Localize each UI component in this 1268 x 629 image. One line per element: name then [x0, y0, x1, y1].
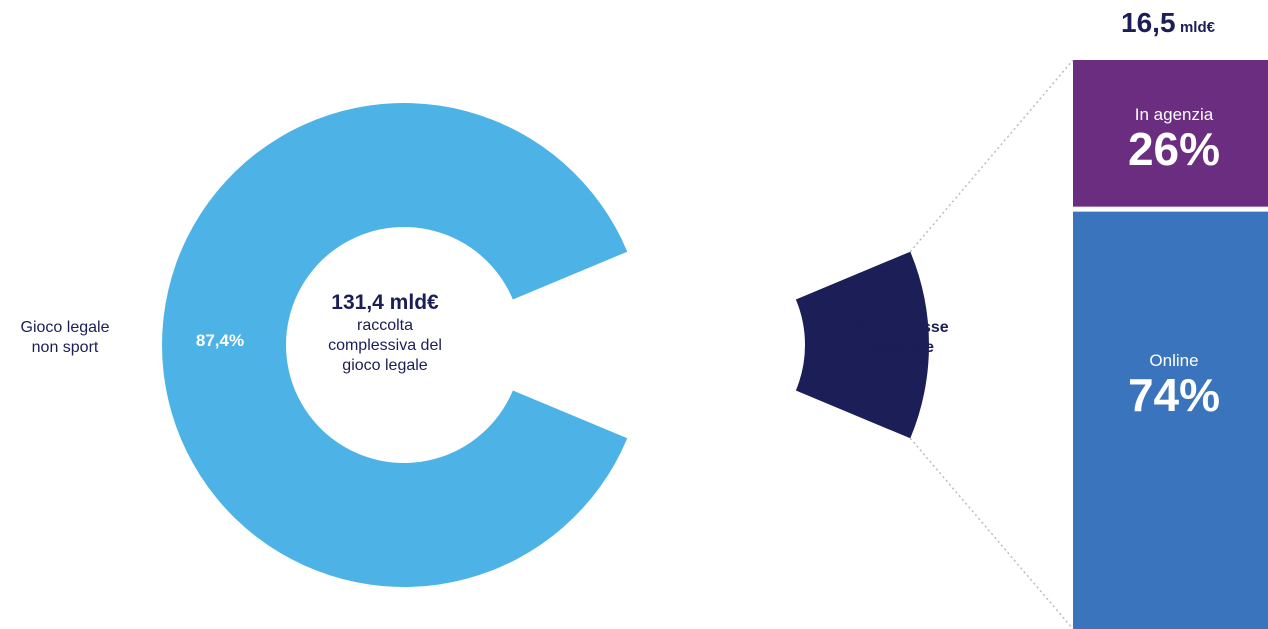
pie-slice-non-sport [162, 102, 628, 587]
slice-label-non-sport: Gioco legale non sport [0, 318, 130, 358]
breakdown-segment-online-text: Online 74% [1073, 350, 1268, 420]
slice-value-scommesse: 12,6% [741, 331, 791, 350]
center-total-caption-line2: complessiva del [328, 337, 442, 355]
slice-label-scommesse: Scommesse Sportive [842, 318, 962, 358]
center-total-caption-line3: gioco legale [342, 357, 428, 375]
center-total: 131,4 mld€ raccolta complessiva del gioc… [290, 289, 480, 376]
center-total-caption-line1: raccolta [356, 317, 414, 335]
breakdown-segment-online-value: 74% [1127, 369, 1221, 422]
slice-label-non-sport-line2: non sport [31, 339, 99, 356]
breakdown-bar-segment-online [1073, 211, 1268, 629]
breakdown-segment-agenzia-value: 26% [1127, 123, 1221, 176]
breakdown-segment-online-label: Online [1149, 351, 1199, 370]
breakdown-total-unit: mld€ [1179, 19, 1215, 36]
connector-line-top [909, 59, 1074, 253]
breakdown-total-value: 16,5 [1121, 7, 1176, 38]
slice-value-non-sport: 87,4% [195, 331, 245, 350]
breakdown-total: 16,5 mld€ [1073, 5, 1263, 40]
slice-label-scommesse-line2: Sportive [869, 339, 934, 356]
center-total-value: 131,4 mld€ [331, 291, 439, 314]
breakdown-bar-segment-agenzia [1073, 60, 1268, 207]
pie-slice-scommesse [795, 251, 929, 439]
breakdown-segment-agenzia-label: In agenzia [1134, 105, 1214, 124]
connector-line-bottom [909, 437, 1074, 629]
slice-label-non-sport-line1: Gioco legale [20, 319, 110, 336]
breakdown-segment-agenzia-text: In agenzia 26% [1073, 104, 1268, 174]
slice-label-scommesse-line1: Scommesse [855, 319, 949, 336]
